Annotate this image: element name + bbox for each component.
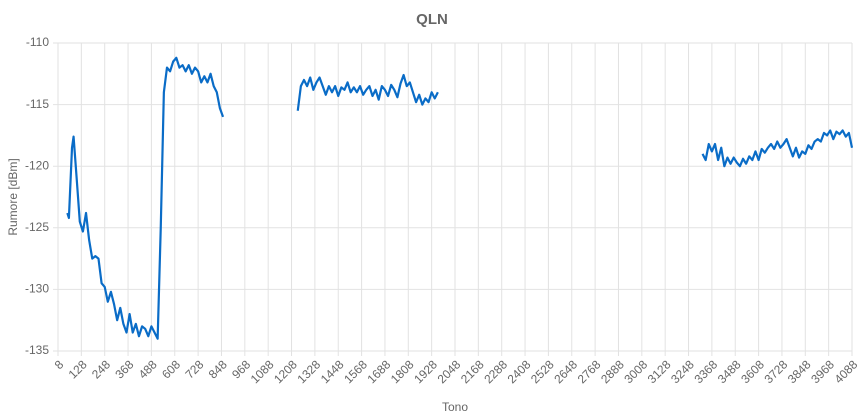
x-tick-label: 248 bbox=[89, 357, 113, 381]
x-tick-label: 2888 bbox=[598, 357, 627, 386]
x-tick-label: 3848 bbox=[785, 357, 814, 386]
x-tick-label: 2168 bbox=[458, 357, 487, 386]
x-tick-label: 728 bbox=[182, 357, 206, 381]
x-tick-label: 1808 bbox=[388, 357, 417, 386]
x-tick-label: 4088 bbox=[832, 357, 861, 386]
y-tick-label: -120 bbox=[25, 158, 49, 172]
x-tick-label: 1328 bbox=[294, 357, 323, 386]
y-tick-label: -125 bbox=[25, 220, 49, 234]
x-tick-label: 1928 bbox=[411, 357, 440, 386]
x-tick-label: 3488 bbox=[715, 357, 744, 386]
x-tick-label: 3608 bbox=[738, 357, 767, 386]
x-tick-label: 1088 bbox=[248, 357, 277, 386]
x-tick-label: 3008 bbox=[621, 357, 650, 386]
x-tick-label: 488 bbox=[136, 357, 160, 381]
x-tick-label: 608 bbox=[159, 357, 183, 381]
chart-title: QLN bbox=[416, 11, 448, 28]
x-tick-label: 2648 bbox=[551, 357, 580, 386]
x-tick-label: 1688 bbox=[365, 357, 394, 386]
x-tick-label: 2408 bbox=[505, 357, 534, 386]
x-tick-label: 3368 bbox=[691, 357, 720, 386]
x-tick-label: 1448 bbox=[318, 357, 347, 386]
y-tick-label: -110 bbox=[26, 35, 49, 49]
x-tick-label: 2528 bbox=[528, 357, 557, 386]
y-tick-label: -130 bbox=[25, 282, 49, 296]
x-tick-label: 128 bbox=[66, 357, 90, 381]
y-tick-label: -135 bbox=[25, 343, 49, 357]
x-tick-label: 8 bbox=[52, 357, 67, 372]
x-tick-label: 3728 bbox=[762, 357, 791, 386]
y-tick-label: -115 bbox=[26, 97, 49, 111]
x-tick-label: 2768 bbox=[575, 357, 604, 386]
x-tick-label: 368 bbox=[112, 357, 136, 381]
x-tick-label: 1568 bbox=[341, 357, 370, 386]
y-axis-label: Rumore [dBm] bbox=[6, 158, 20, 235]
x-tick-label: 1208 bbox=[271, 357, 300, 386]
x-axis-label: Tono bbox=[442, 400, 468, 414]
data-line bbox=[66, 56, 854, 340]
x-tick-label: 3248 bbox=[668, 357, 697, 386]
x-tick-label: 3968 bbox=[808, 357, 837, 386]
x-tick-label: 848 bbox=[206, 357, 230, 381]
x-tick-label: 2288 bbox=[481, 357, 510, 386]
x-tick-label: 2048 bbox=[435, 357, 464, 386]
x-tick-label: 3128 bbox=[645, 357, 674, 386]
